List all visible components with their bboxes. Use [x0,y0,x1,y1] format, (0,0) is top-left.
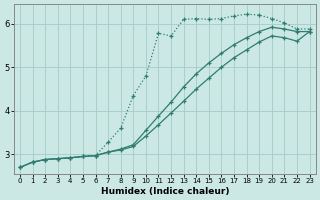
X-axis label: Humidex (Indice chaleur): Humidex (Indice chaleur) [100,187,229,196]
